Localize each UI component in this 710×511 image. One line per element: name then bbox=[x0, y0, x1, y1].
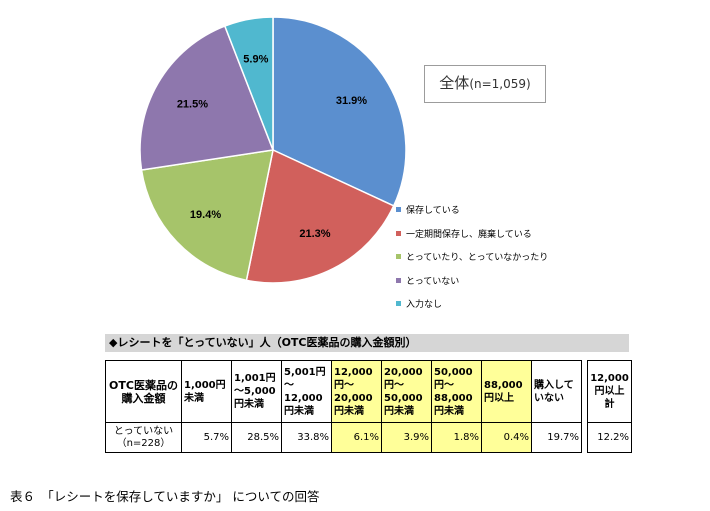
pie-slice bbox=[272, 16, 407, 207]
pie-slice bbox=[223, 16, 274, 151]
legend-item: とっていたり、とっていなかったり bbox=[396, 245, 548, 269]
value-cell: 33.8% bbox=[281, 422, 332, 453]
col-header: 20,000円～50,000円未満 bbox=[381, 360, 432, 423]
figure-caption: 表６ 「レシートを保存していますか」 についての回答 bbox=[10, 489, 320, 504]
value-cell: 0.4% bbox=[481, 422, 532, 453]
col-header: 5,001円～12,000円未満 bbox=[281, 360, 332, 423]
slice-data-label: 31.9% bbox=[336, 95, 367, 107]
pie-legend: 保存している一定期間保存し、廃棄しているとっていたり、とっていなかったり とってい… bbox=[396, 198, 548, 316]
col-header: 1,001円～5,000円未満 bbox=[231, 360, 282, 423]
col-header: 1,000円未満 bbox=[181, 360, 232, 423]
legend-label: 一定期間保存し、廃棄している bbox=[406, 229, 532, 240]
slice-data-label: 21.3% bbox=[299, 228, 330, 240]
pie-slice bbox=[245, 148, 395, 284]
legend-swatch bbox=[396, 230, 401, 236]
col-header: 50,000円～88,000円未満 bbox=[431, 360, 482, 423]
table-row: とっていない （n=228） 5.7% 28.5% 33.8% 6.1% 3.9… bbox=[105, 422, 632, 453]
value-cell: 5.7% bbox=[181, 422, 232, 453]
total-value-cell: 12.2% bbox=[587, 422, 632, 453]
pie-chart: 31.9% 21.3% 19.4% 21.5% 5.9% bbox=[139, 16, 407, 284]
pie-slice bbox=[140, 149, 274, 282]
row-n: （n=228） bbox=[116, 437, 171, 449]
table-header-row: OTC医薬品の購入金額 1,000円未満 1,001円～5,000円未満 5,0… bbox=[105, 360, 632, 423]
legend-label: 入力なし bbox=[406, 300, 443, 311]
overall-sample-box: 全体(n=1,059) bbox=[424, 65, 546, 103]
legend-swatch bbox=[396, 254, 401, 260]
legend-item: とっていない bbox=[396, 269, 548, 293]
legend-label: とっていたり、とっていなかったり bbox=[406, 253, 549, 264]
col-header: 12,000円～20,000円未満 bbox=[331, 360, 382, 423]
value-cell: 1.8% bbox=[431, 422, 482, 453]
legend-label: とっていない bbox=[406, 276, 460, 287]
legend-item: 入力なし bbox=[396, 292, 548, 316]
col-header: 購入していない bbox=[531, 360, 582, 423]
slice-data-label: 21.5% bbox=[177, 98, 208, 110]
table-title: ◆レシートを「とっていない」人（OTC医薬品の購入金額別） bbox=[105, 334, 629, 352]
row-header-cell: OTC医薬品の購入金額 bbox=[105, 360, 182, 423]
value-cell: 19.7% bbox=[531, 422, 582, 453]
total-header: 12,000円以上計 bbox=[587, 360, 632, 423]
purchase-amount-table: OTC医薬品の購入金額 1,000円未満 1,001円～5,000円未満 5,0… bbox=[105, 360, 632, 453]
pie-slice bbox=[139, 25, 275, 171]
legend-swatch bbox=[396, 207, 401, 213]
legend-label: 保存している bbox=[406, 206, 460, 217]
row-label-cell: とっていない （n=228） bbox=[105, 422, 182, 453]
slice-data-label: 19.4% bbox=[190, 209, 221, 221]
legend-item: 一定期間保存し、廃棄している bbox=[396, 222, 548, 246]
legend-item: 保存している bbox=[396, 198, 548, 222]
row-label: とっていない bbox=[113, 425, 174, 437]
overall-n: (n=1,059) bbox=[469, 77, 531, 91]
legend-swatch bbox=[396, 277, 401, 283]
value-cell: 6.1% bbox=[331, 422, 382, 453]
value-cell: 3.9% bbox=[381, 422, 432, 453]
overall-label: 全体 bbox=[439, 74, 470, 92]
col-header: 88,000円以上 bbox=[481, 360, 532, 423]
legend-swatch bbox=[396, 301, 401, 307]
value-cell: 28.5% bbox=[231, 422, 282, 453]
slice-data-label: 5.9% bbox=[243, 53, 268, 65]
